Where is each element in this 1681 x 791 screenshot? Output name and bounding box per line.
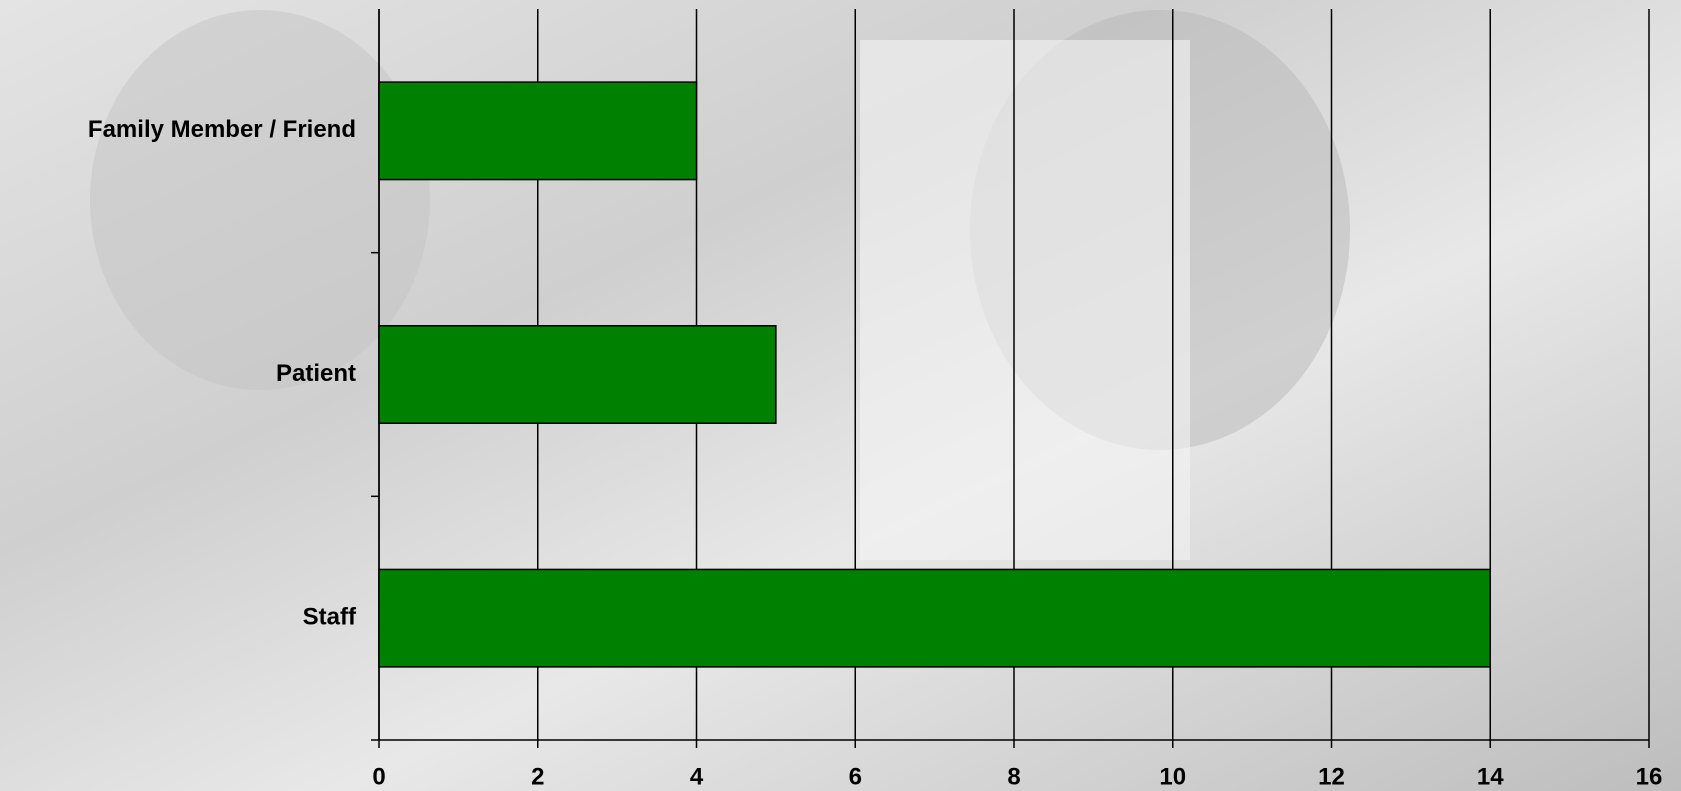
x-tick-label: 4 [690, 763, 704, 790]
background-shape [90, 10, 430, 390]
x-tick-label: 16 [1636, 763, 1663, 790]
y-tick-label: Staff [303, 604, 357, 631]
x-tick-label: 14 [1477, 763, 1504, 790]
plot: 0 2 4 6 8 10 12 14 16 Family Member / Friend Patie… [88, 9, 1662, 790]
background-shape [860, 40, 1190, 560]
y-tick-label: Patient [276, 360, 356, 387]
bar [378, 81, 698, 181]
y-tick-label: Family Member / Friend [88, 116, 356, 143]
x-tick-label: 12 [1318, 763, 1345, 790]
x-tick-label: 6 [849, 763, 862, 790]
bar [378, 568, 1491, 668]
x-tick-label: 8 [1007, 763, 1020, 790]
x-tick-label: 0 [372, 763, 385, 790]
bar [378, 325, 777, 424]
x-tick-label: 2 [531, 763, 544, 790]
x-tick-label: 10 [1159, 763, 1186, 790]
